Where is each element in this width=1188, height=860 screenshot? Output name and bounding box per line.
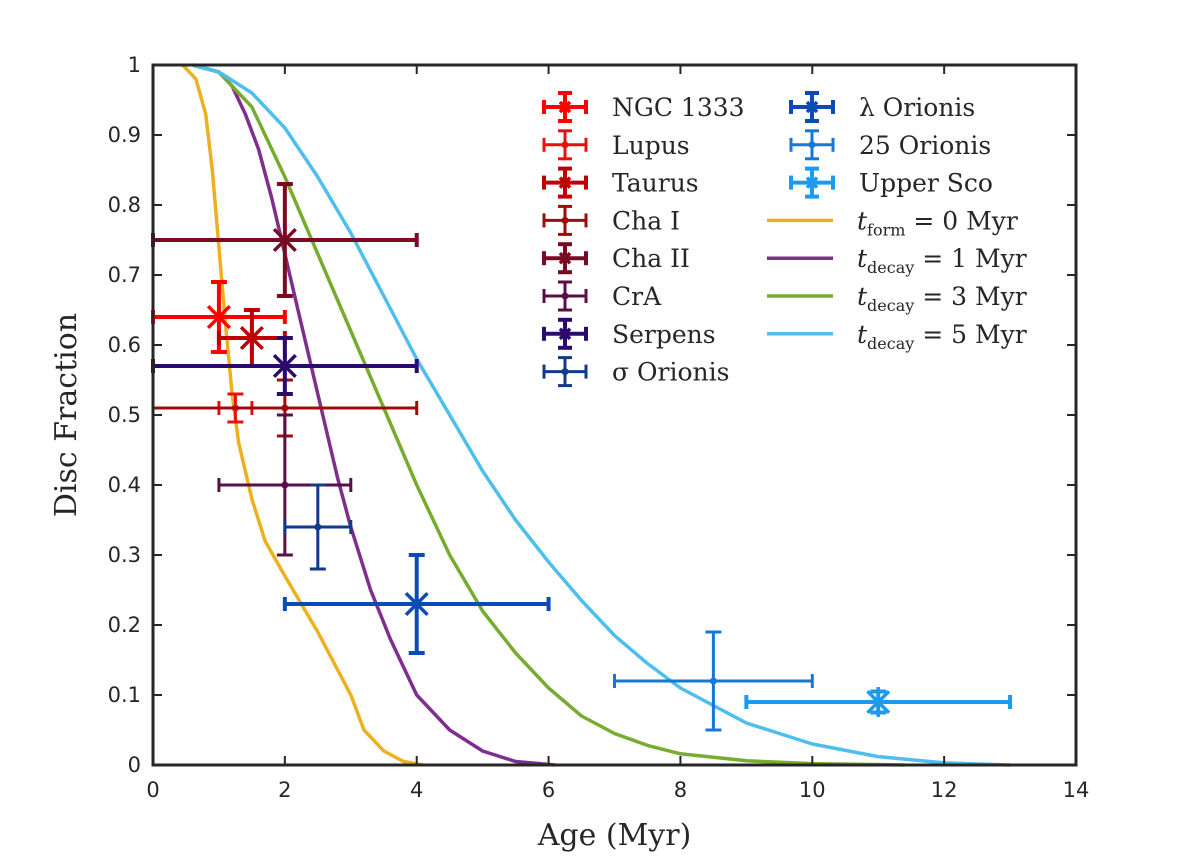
legend-label-symbol: t	[857, 282, 868, 311]
legend-label-value: = 3 Myr	[914, 282, 1026, 311]
dot-marker	[281, 404, 289, 412]
y-tick-label: 0.7	[108, 263, 141, 287]
legend-label: σ Orionis	[612, 358, 729, 387]
legend-label: 25 Orionis	[859, 131, 991, 160]
y-axis-label: Disc Fraction	[49, 313, 84, 517]
point--orionis	[282, 553, 551, 655]
legend-entry: tform = 0 Myr	[767, 206, 1018, 239]
y-tick-label: 0.8	[108, 193, 141, 217]
x-tick-label: 4	[410, 778, 423, 802]
asterisk-marker-stroke	[206, 304, 231, 330]
point--orionis	[283, 483, 353, 571]
y-tick-label: 0	[128, 753, 141, 777]
legend-entry: NGC 1333	[542, 91, 745, 123]
legend-label-value: = 1 Myr	[914, 244, 1026, 273]
legend-entry: Taurus	[542, 166, 699, 199]
legend-entry: tdecay = 5 Myr	[767, 320, 1027, 353]
y-tick-label: 0.6	[108, 333, 141, 357]
x-tick-label: 2	[278, 778, 291, 802]
x-axis-label: Age (Myr)	[537, 818, 692, 853]
legend-label: NGC 1333	[612, 93, 745, 122]
legend: NGC 1333 Lupus Taurus Cha I Cha II CrA Serpens…	[542, 91, 1027, 388]
legend-entry: tdecay = 3 Myr	[767, 282, 1027, 315]
dot-marker	[808, 141, 816, 149]
curve-form	[181, 63, 424, 767]
asterisk-marker-stroke	[239, 325, 264, 351]
legend-label-subscript: decay	[867, 258, 914, 277]
point-25-orionis	[613, 630, 814, 732]
legend-label-symbol: t	[857, 206, 868, 235]
legend-label-subscript: decay	[867, 296, 914, 315]
dot-marker	[561, 292, 569, 300]
curve-decay	[192, 63, 556, 767]
legend-label: tdecay = 1 Myr	[857, 244, 1027, 277]
asterisk-marker-stroke	[272, 227, 297, 253]
asterisk-marker-stroke	[558, 100, 572, 114]
y-tick-label: 0.4	[108, 473, 141, 497]
legend-label-subscript: form	[867, 220, 905, 239]
legend-label: Upper Sco	[859, 169, 993, 198]
legend-entry: tdecay = 1 Myr	[767, 244, 1027, 277]
legend-label-subscript: decay	[867, 334, 914, 353]
y-tick-label: 0.9	[108, 123, 141, 147]
x-tick-label: 12	[931, 778, 958, 802]
legend-label: Cha II	[612, 244, 690, 273]
legend-entry: σ Orionis	[542, 356, 729, 388]
legend-label-symbol: t	[857, 320, 868, 349]
point-serpens	[151, 336, 419, 396]
x-tick-label: 14	[1063, 778, 1090, 802]
point-cha-ii	[151, 182, 419, 298]
legend-entry: Upper Sco	[789, 166, 993, 199]
y-tick-label: 0.3	[108, 543, 141, 567]
y-tick-label: 0.2	[108, 613, 141, 637]
y-tick-label: 0.5	[108, 403, 141, 427]
dot-marker	[314, 523, 322, 531]
asterisk-marker-stroke	[805, 100, 819, 114]
dot-marker	[561, 141, 569, 149]
legend-label: CrA	[612, 282, 662, 311]
dot-marker	[281, 481, 289, 489]
legend-label-symbol: t	[857, 244, 868, 273]
x-tick-label: 0	[146, 778, 159, 802]
data-points	[151, 182, 1013, 732]
legend-label: tform = 0 Myr	[857, 206, 1018, 239]
curve-decay	[192, 63, 1011, 767]
dot-marker	[709, 677, 717, 685]
legend-entry: Lupus	[542, 129, 690, 161]
y-tick-label: 1	[128, 53, 141, 77]
asterisk-marker-stroke	[805, 176, 819, 189]
model-curves	[181, 63, 1011, 767]
legend-entry: 25 Orionis	[789, 129, 991, 161]
legend-label: tdecay = 3 Myr	[857, 282, 1027, 315]
legend-entry: λ Orionis	[789, 91, 975, 123]
legend-label-value: = 0 Myr	[905, 206, 1017, 235]
legend-entry: Cha I	[542, 204, 680, 236]
x-tick-label: 10	[799, 778, 826, 802]
legend-label: Serpens	[612, 320, 716, 349]
x-tick-label: 6	[542, 778, 555, 802]
asterisk-marker-stroke	[558, 327, 572, 341]
legend-label: Lupus	[612, 131, 690, 160]
legend-label-value: = 5 Myr	[914, 320, 1026, 349]
legend-label: λ Orionis	[859, 93, 975, 122]
asterisk-marker-stroke	[558, 176, 572, 189]
axis-ticks: 0 2 4 6 8 10 12 14 0 0.1 0.2 0.3 0.4 0.5 0.6 0.7 0.8 0.9 1	[108, 53, 1090, 802]
asterisk-marker-stroke	[558, 251, 572, 265]
legend-label: tdecay = 5 Myr	[857, 320, 1027, 353]
curve-decay	[192, 63, 905, 767]
dot-marker	[561, 216, 569, 224]
legend-entry: CrA	[542, 280, 662, 312]
legend-label: Taurus	[612, 169, 699, 198]
asterisk-marker-stroke	[404, 591, 429, 617]
point-upper-sco	[744, 687, 1013, 717]
legend-entry: Serpens	[542, 317, 716, 350]
asterisk-marker-stroke	[272, 353, 297, 379]
asterisk-marker-stroke	[866, 689, 891, 715]
dot-marker	[561, 368, 569, 376]
legend-label: Cha I	[612, 206, 680, 235]
x-tick-label: 8	[674, 778, 687, 802]
legend-entry: Cha II	[542, 242, 690, 275]
y-tick-label: 0.1	[108, 683, 141, 707]
